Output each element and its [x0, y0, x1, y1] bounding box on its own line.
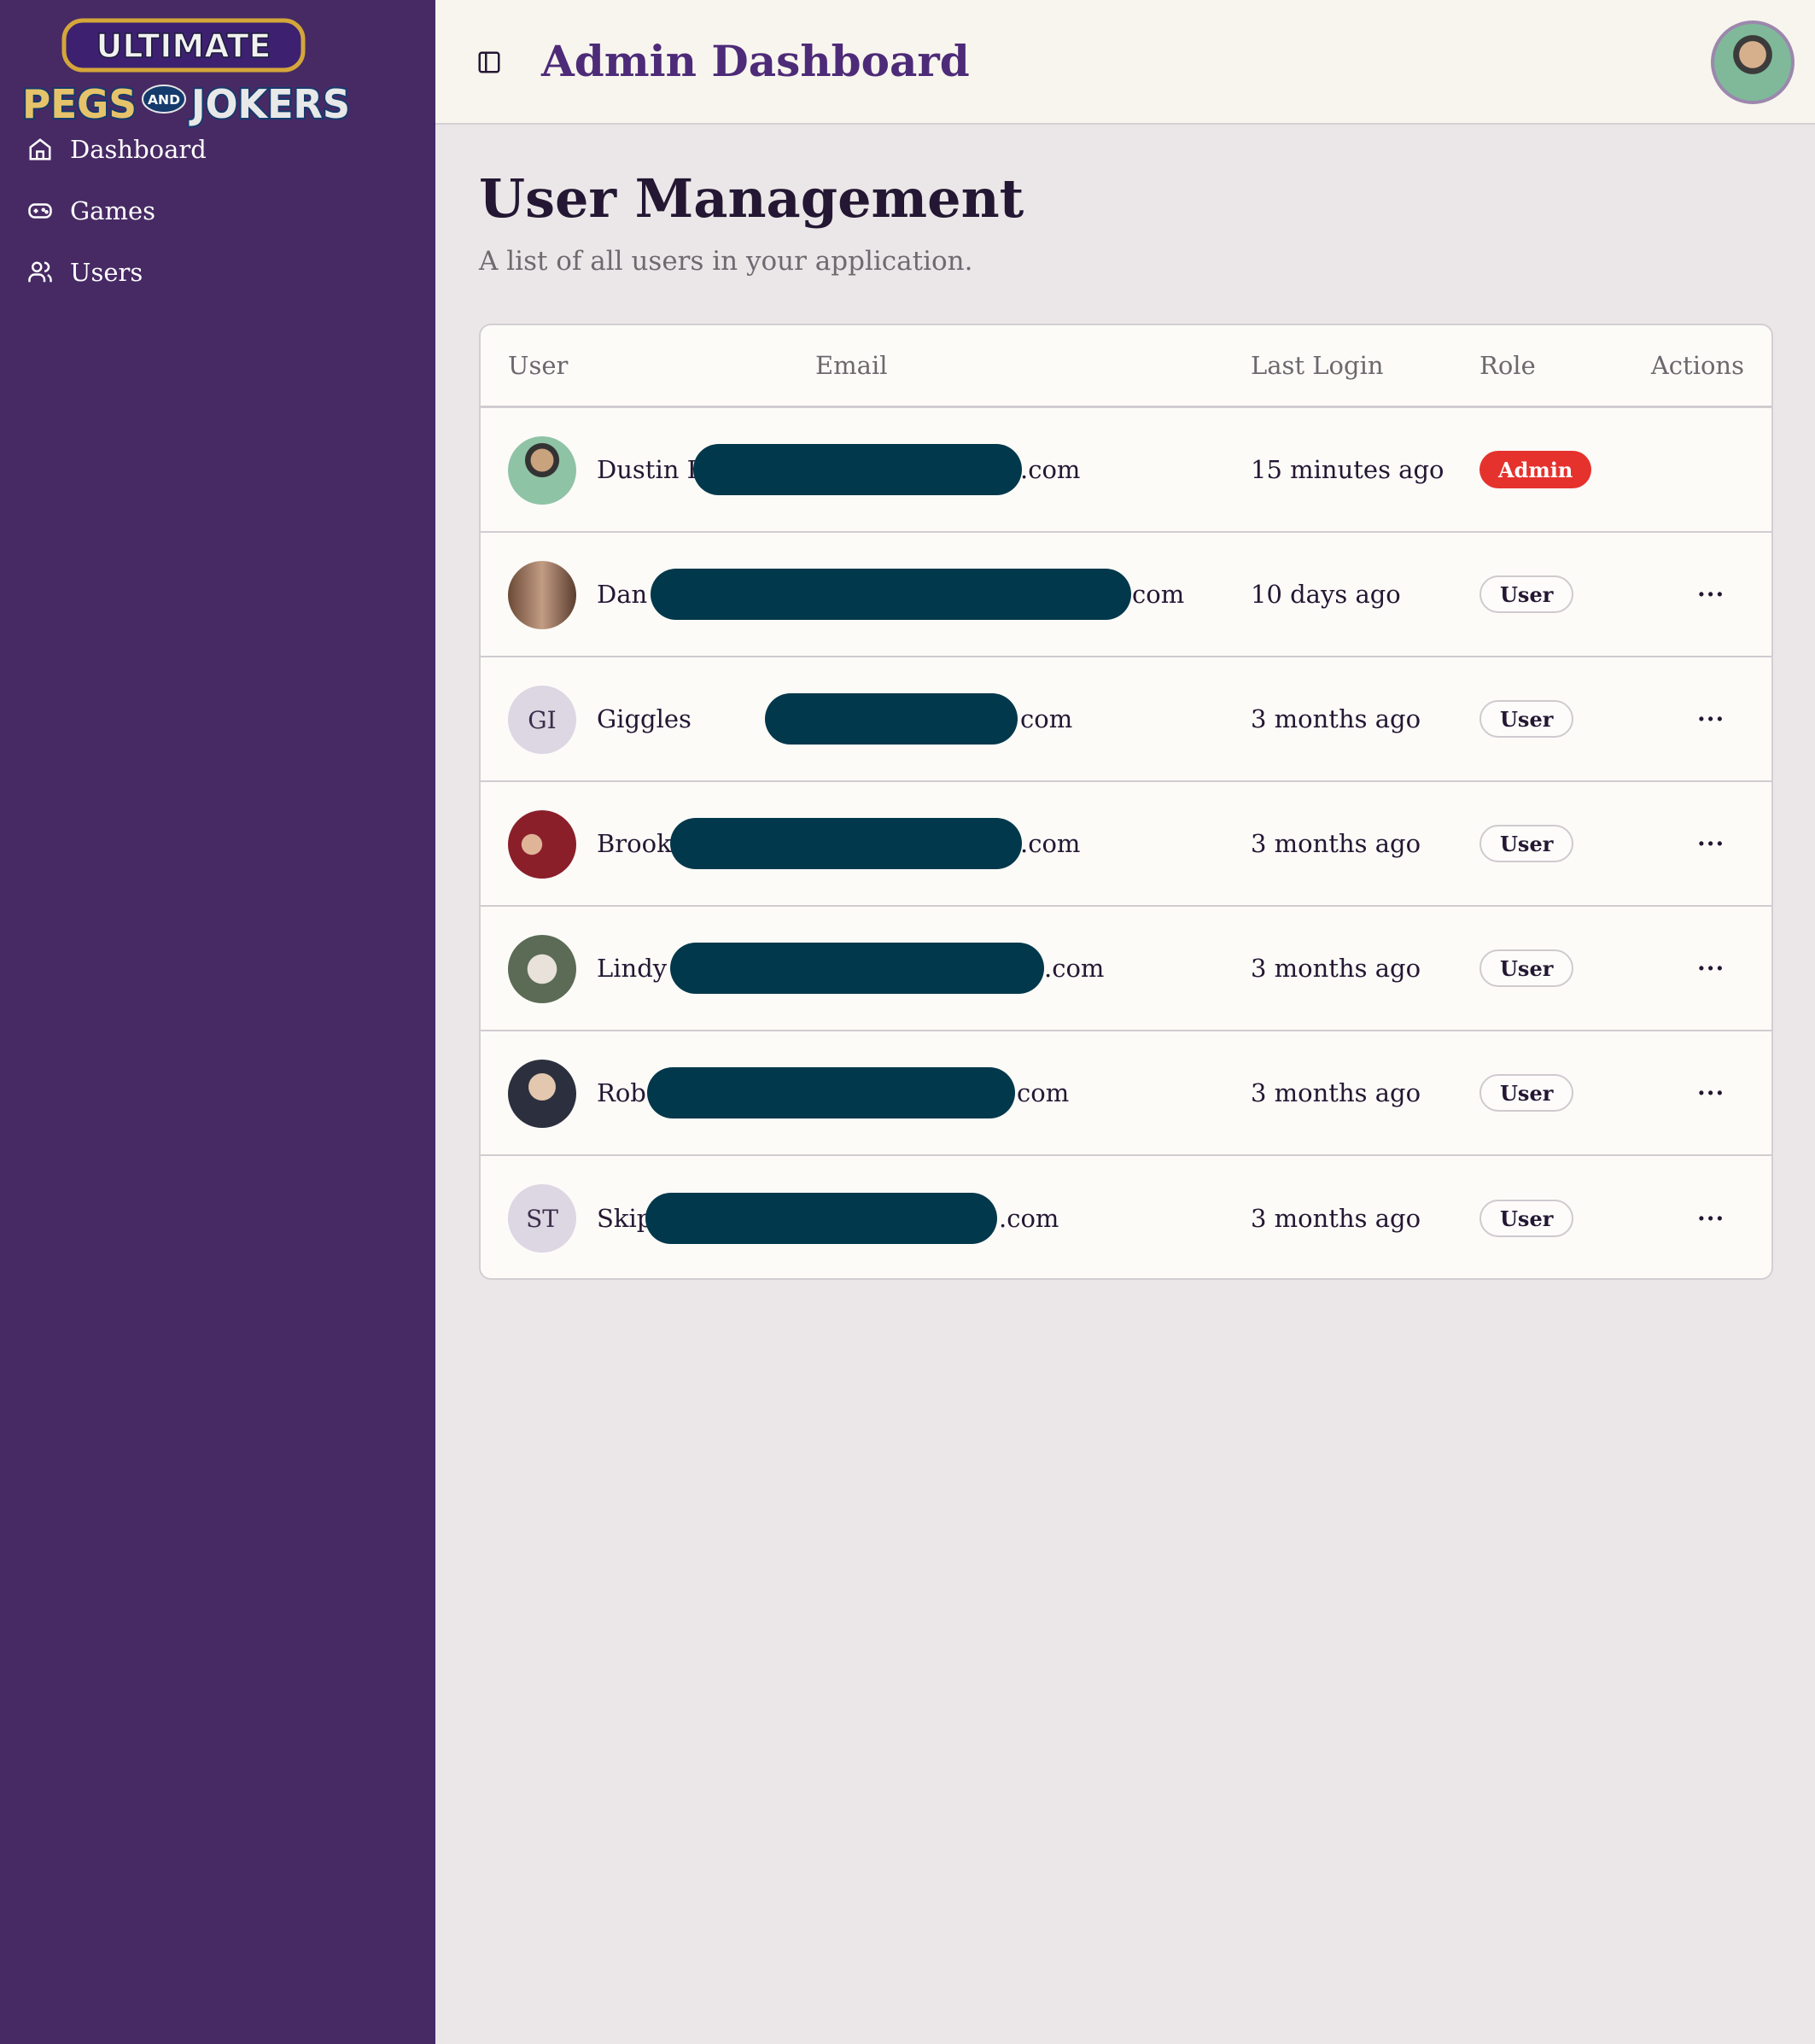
user-name: Giggles — [597, 704, 692, 733]
avatar — [508, 561, 576, 629]
redaction-bar — [670, 818, 1022, 869]
sidebar-item-label: Games — [70, 196, 155, 225]
email: .com — [1020, 829, 1081, 858]
avatar — [508, 810, 576, 879]
table-row: Dustin B .com 15 minutes ago Admin — [481, 408, 1771, 533]
header-title: Admin Dashboard — [541, 36, 970, 86]
avatar-initials: GI — [528, 705, 557, 734]
user-name: Lindy — [597, 954, 668, 983]
logo-line1: ULTIMATE — [96, 27, 271, 65]
last-login: 3 months ago — [1251, 1204, 1421, 1233]
last-login: 3 months ago — [1251, 704, 1421, 733]
user-name: Dustin B — [597, 455, 705, 484]
redaction-bar — [645, 1193, 997, 1244]
email: com — [1132, 580, 1185, 609]
logo-jokers: JOKERS — [189, 81, 350, 127]
redaction-bar — [765, 693, 1018, 745]
email: .com — [1020, 455, 1081, 484]
page-subtitle: A list of all users in your application. — [479, 246, 973, 277]
sidebar-item-label: Users — [70, 258, 143, 287]
more-actions-button[interactable]: ··· — [1697, 1078, 1725, 1107]
column-header-email: Email — [815, 351, 888, 380]
table-row: Dan com 10 days ago User ··· — [481, 533, 1771, 657]
table-row: Lindy .com 3 months ago User ··· — [481, 907, 1771, 1031]
more-actions-button[interactable]: ··· — [1697, 580, 1725, 609]
more-actions-button[interactable]: ··· — [1697, 704, 1725, 733]
email: com — [1017, 1078, 1070, 1107]
table-row: GI Giggles com 3 months ago User ··· — [481, 657, 1771, 782]
user-name: Skip — [597, 1204, 653, 1233]
last-login: 10 days ago — [1251, 580, 1401, 609]
table-header: User Email Last Login Role Actions — [481, 325, 1771, 408]
role-badge: User — [1479, 825, 1574, 862]
column-header-role: Role — [1479, 351, 1536, 380]
sidebar-item-games[interactable]: Games — [27, 196, 155, 225]
table-body: Dustin B .com 15 minutes ago Admin Dan c… — [481, 408, 1771, 1278]
last-login: 3 months ago — [1251, 954, 1421, 983]
last-login: 3 months ago — [1251, 1078, 1421, 1107]
user-name: Brook — [597, 829, 672, 858]
avatar: GI — [508, 686, 576, 754]
logo-and: AND — [148, 92, 180, 108]
home-icon — [29, 138, 51, 161]
last-login: 15 minutes ago — [1251, 455, 1444, 484]
redaction-bar — [693, 444, 1022, 495]
email: com — [1020, 704, 1073, 733]
redaction-bar — [670, 943, 1044, 994]
logo-pegs: PEGS — [22, 81, 137, 127]
last-login: 3 months ago — [1251, 829, 1421, 858]
page-title: User Management — [479, 167, 1024, 230]
app-logo[interactable]: ULTIMATE PEGS AND JOKERS — [17, 17, 354, 130]
table-row: Brook .com 3 months ago User ··· — [481, 782, 1771, 907]
email: .com — [999, 1204, 1059, 1233]
sidebar-item-dashboard[interactable]: Dashboard — [27, 135, 207, 164]
top-header: Admin Dashboard — [435, 0, 1815, 125]
users-icon — [28, 261, 52, 283]
avatar: ST — [508, 1184, 576, 1253]
avatar — [508, 935, 576, 1003]
avatar — [508, 436, 576, 505]
role-badge: User — [1479, 1074, 1574, 1112]
column-header-user: User — [508, 351, 569, 380]
email: .com — [1044, 954, 1105, 983]
table-row: Rob com 3 months ago User ··· — [481, 1031, 1771, 1156]
sidebar-item-users[interactable]: Users — [27, 258, 143, 287]
table-row: ST Skip .com 3 months ago User ··· — [481, 1156, 1771, 1278]
user-name: Rob — [597, 1078, 646, 1107]
role-badge: User — [1479, 949, 1574, 987]
role-badge: User — [1479, 1200, 1574, 1237]
sidebar: ULTIMATE PEGS AND JOKERS Dashboard Games… — [0, 0, 435, 2044]
column-header-actions: Actions — [1650, 351, 1744, 380]
sidebar-item-label: Dashboard — [70, 135, 207, 164]
column-header-last-login: Last Login — [1251, 351, 1384, 380]
more-actions-button[interactable]: ··· — [1697, 829, 1725, 858]
redaction-bar — [651, 569, 1131, 620]
users-table: User Email Last Login Role Actions Dusti… — [479, 324, 1773, 1280]
role-badge: User — [1479, 700, 1574, 738]
more-actions-button[interactable]: ··· — [1697, 1204, 1725, 1233]
redaction-bar — [647, 1067, 1015, 1118]
role-badge: User — [1479, 575, 1574, 613]
user-name: Dan — [597, 580, 648, 609]
avatar — [508, 1060, 576, 1128]
sidebar-toggle-icon[interactable] — [476, 50, 502, 75]
avatar-initials: ST — [526, 1204, 558, 1233]
role-badge: Admin — [1479, 451, 1592, 488]
gamepad-icon — [28, 203, 52, 219]
user-avatar[interactable] — [1711, 20, 1795, 104]
more-actions-button[interactable]: ··· — [1697, 954, 1725, 983]
